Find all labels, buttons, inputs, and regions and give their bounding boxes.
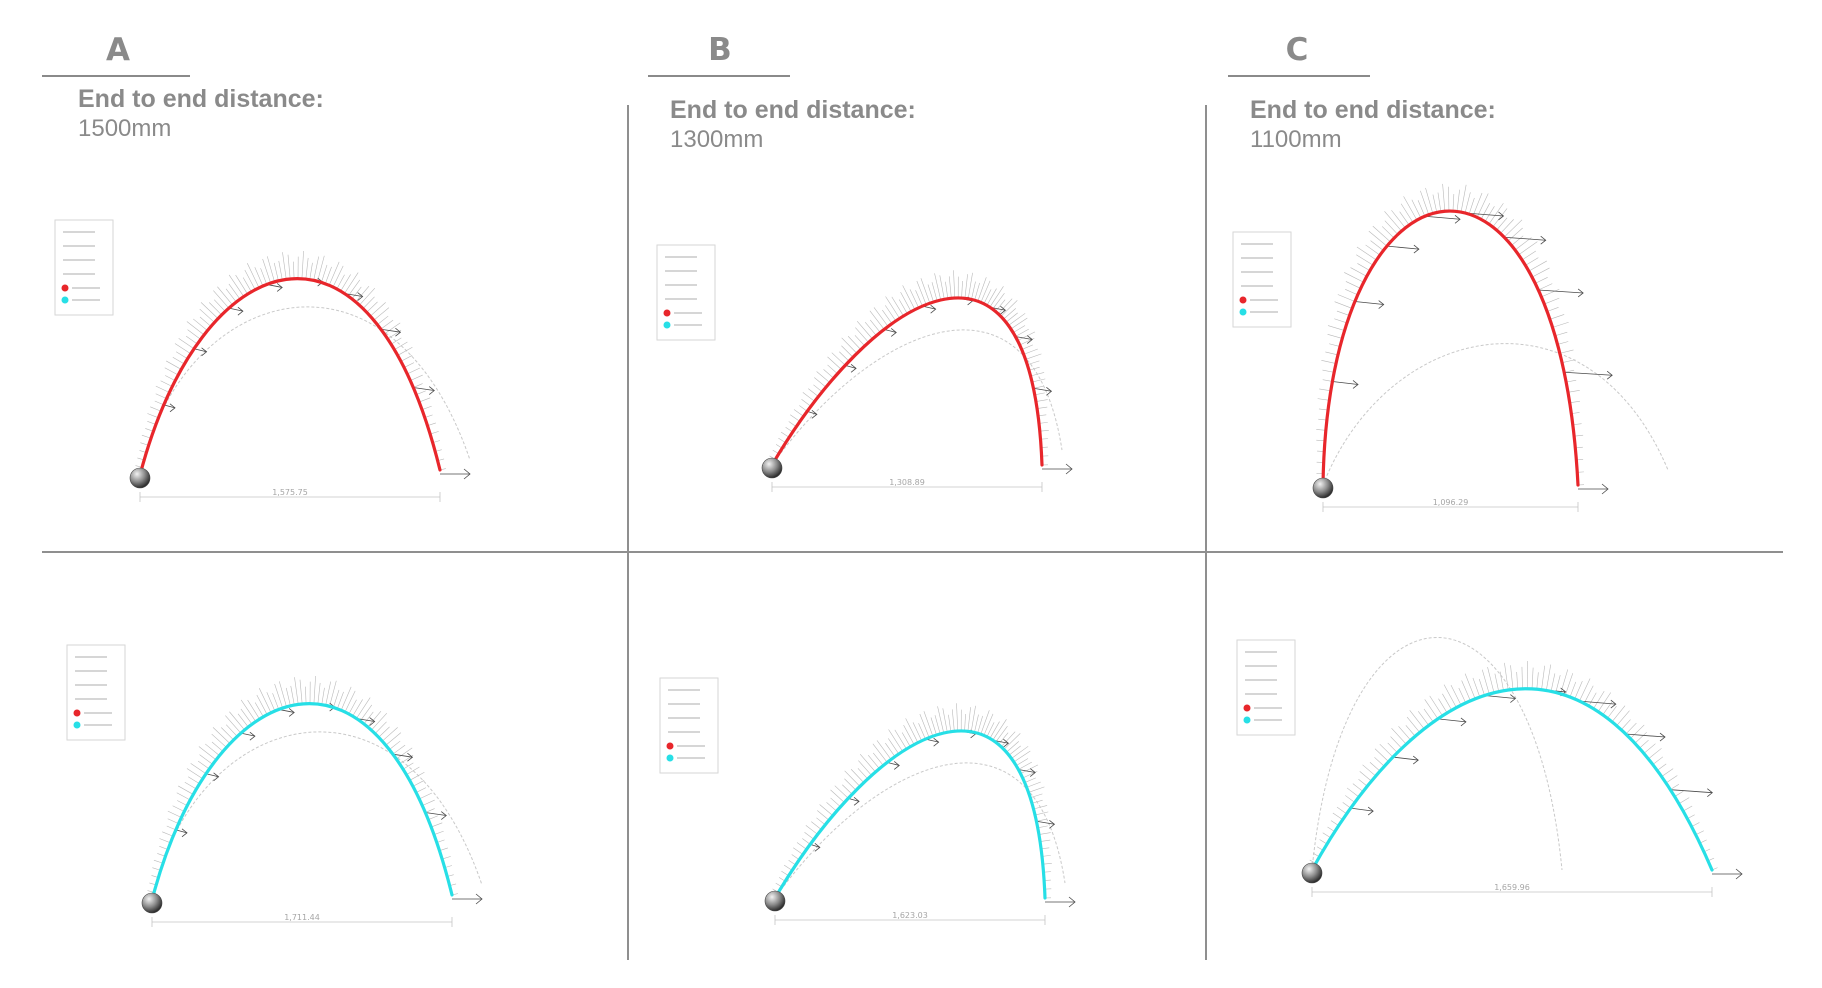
main-curve: [140, 279, 440, 475]
arch-diagram: 1,308.89: [652, 215, 1172, 555]
arch-diagram: 1,659.96: [1232, 630, 1752, 970]
legend-red-marker-icon: [1240, 297, 1247, 304]
anchor-sphere-icon: [142, 893, 162, 913]
legend-cyan-marker-icon: [62, 297, 69, 304]
arch-diagram: 1,711.44: [62, 630, 582, 970]
vertical-divider-ab: [627, 105, 629, 960]
column-c-distance: End to end distance: 1100mm: [1250, 95, 1510, 155]
column-b-letter: B: [630, 32, 810, 68]
anchor-sphere-icon: [130, 468, 150, 488]
panel-top-b: 1,308.89: [652, 215, 1172, 555]
panel-bottom-c: 1,659.96: [1232, 630, 1752, 970]
main-curve: [775, 731, 1045, 898]
legend-box: [1233, 232, 1291, 327]
anchor-sphere-icon: [1302, 863, 1322, 883]
legend-box: [660, 678, 718, 773]
force-arrows: [1351, 688, 1742, 879]
column-c-distance-title: End to end distance:: [1250, 95, 1510, 125]
panel-top-c: 1,096.29: [1228, 210, 1748, 550]
dimension-label: 1,575.75: [272, 488, 308, 497]
legend-cyan-marker-icon: [74, 722, 81, 729]
legend-cyan-marker-icon: [1244, 717, 1251, 724]
anchor-sphere-icon: [1313, 478, 1333, 498]
column-c-rule: [1228, 75, 1370, 77]
reference-curve: [140, 307, 470, 475]
main-curve: [772, 298, 1042, 465]
legend-red-marker-icon: [1244, 705, 1251, 712]
legend-cyan-marker-icon: [667, 755, 674, 762]
reference-curve: [152, 732, 482, 900]
panel-bottom-a: 1,711.44: [62, 630, 582, 970]
legend-red-marker-icon: [667, 743, 674, 750]
arch-diagram: 1,575.75: [50, 205, 570, 545]
force-arrows: [1332, 212, 1612, 494]
column-a-rule: [42, 75, 190, 77]
legend-red-marker-icon: [664, 310, 671, 317]
reference-curve: [1312, 638, 1562, 871]
dimension-label: 1,623.03: [892, 911, 928, 920]
main-curve: [1323, 211, 1578, 485]
dimension-label: 1,096.29: [1433, 498, 1469, 507]
legend-box: [1237, 640, 1295, 735]
column-a-distance-title: End to end distance:: [78, 84, 338, 114]
vertical-divider-bc: [1205, 105, 1207, 960]
column-b-rule: [648, 75, 790, 77]
arch-diagram: 1,096.29: [1228, 210, 1748, 550]
reference-curve: [772, 330, 1062, 465]
main-curve: [1312, 689, 1712, 870]
reference-curve: [1323, 344, 1668, 485]
column-c-distance-value: 1100mm: [1250, 125, 1510, 155]
legend-box: [67, 645, 125, 740]
column-a-distance-value: 1500mm: [78, 114, 338, 144]
arch-diagram: 1,623.03: [655, 648, 1175, 988]
dimension-label: 1,308.89: [889, 478, 925, 487]
legend-cyan-marker-icon: [1240, 309, 1247, 316]
panel-bottom-b: 1,623.03: [655, 648, 1175, 988]
legend-box: [55, 220, 113, 315]
anchor-sphere-icon: [765, 891, 785, 911]
panel-top-a: 1,575.75: [50, 205, 570, 545]
load-envelope-hatching: [1316, 184, 1584, 485]
column-a-distance: End to end distance: 1500mm: [78, 84, 338, 144]
force-arrows: [164, 278, 470, 479]
legend-red-marker-icon: [62, 285, 69, 292]
load-envelope-hatching: [134, 251, 446, 475]
legend-cyan-marker-icon: [664, 322, 671, 329]
column-b-distance-value: 1300mm: [670, 125, 930, 155]
column-b-distance: End to end distance: 1300mm: [670, 95, 930, 155]
main-curve: [152, 704, 452, 900]
column-b-distance-title: End to end distance:: [670, 95, 930, 125]
force-arrows: [176, 703, 482, 904]
legend-box: [657, 245, 715, 340]
load-envelope-hatching: [146, 676, 458, 900]
reference-curve: [775, 763, 1065, 898]
dimension-label: 1,711.44: [284, 913, 320, 922]
load-envelope-hatching: [767, 270, 1049, 465]
dimension-label: 1,659.96: [1494, 883, 1530, 892]
comparison-figure: A End to end distance: 1500mm B End to e…: [0, 0, 1822, 946]
anchor-sphere-icon: [762, 458, 782, 478]
load-envelope-hatching: [770, 703, 1052, 898]
column-a-letter: A: [28, 32, 208, 68]
legend-red-marker-icon: [74, 710, 81, 717]
column-c-letter: C: [1207, 32, 1387, 68]
